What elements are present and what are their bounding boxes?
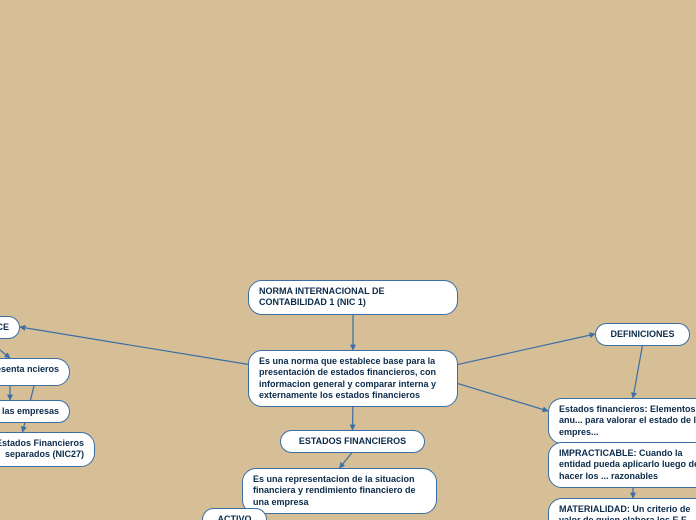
edge-definiciones-def-ef [633, 345, 643, 398]
edge-estados-estados-desc [340, 452, 353, 468]
node-separados: Estados Financieros separados (NIC27) [0, 432, 95, 467]
node-def-imp: IMPRACTICABLE: Cuando la entidad pueda a… [548, 442, 696, 488]
node-estados-desc: Es una representacion de la situacion fi… [242, 468, 437, 514]
node-empresas: s las empresas [0, 400, 70, 423]
edge-norma-def-ef [458, 384, 548, 411]
node-norma: Es una norma que establece base para la … [248, 350, 458, 407]
node-alcance: CE [0, 316, 20, 339]
node-presenta: esenta ncieros [0, 358, 70, 386]
edge-alcance-presenta [0, 338, 10, 358]
mindmap-canvas: NORMA INTERNACIONAL DE CONTABILIDAD 1 (N… [0, 0, 696, 520]
node-title: NORMA INTERNACIONAL DE CONTABILIDAD 1 (N… [248, 280, 458, 315]
node-definiciones: DEFINICIONES [595, 323, 690, 346]
node-activo: ACTIVO [202, 508, 267, 520]
node-estados: ESTADOS FINANCIEROS [280, 430, 425, 453]
node-def-mat: MATERIALIDAD: Un criterio de valor de qu… [548, 498, 696, 520]
edge-norma-definiciones [458, 334, 595, 364]
node-def-ef: Estados financieros: Elementos anu... pa… [548, 398, 696, 444]
